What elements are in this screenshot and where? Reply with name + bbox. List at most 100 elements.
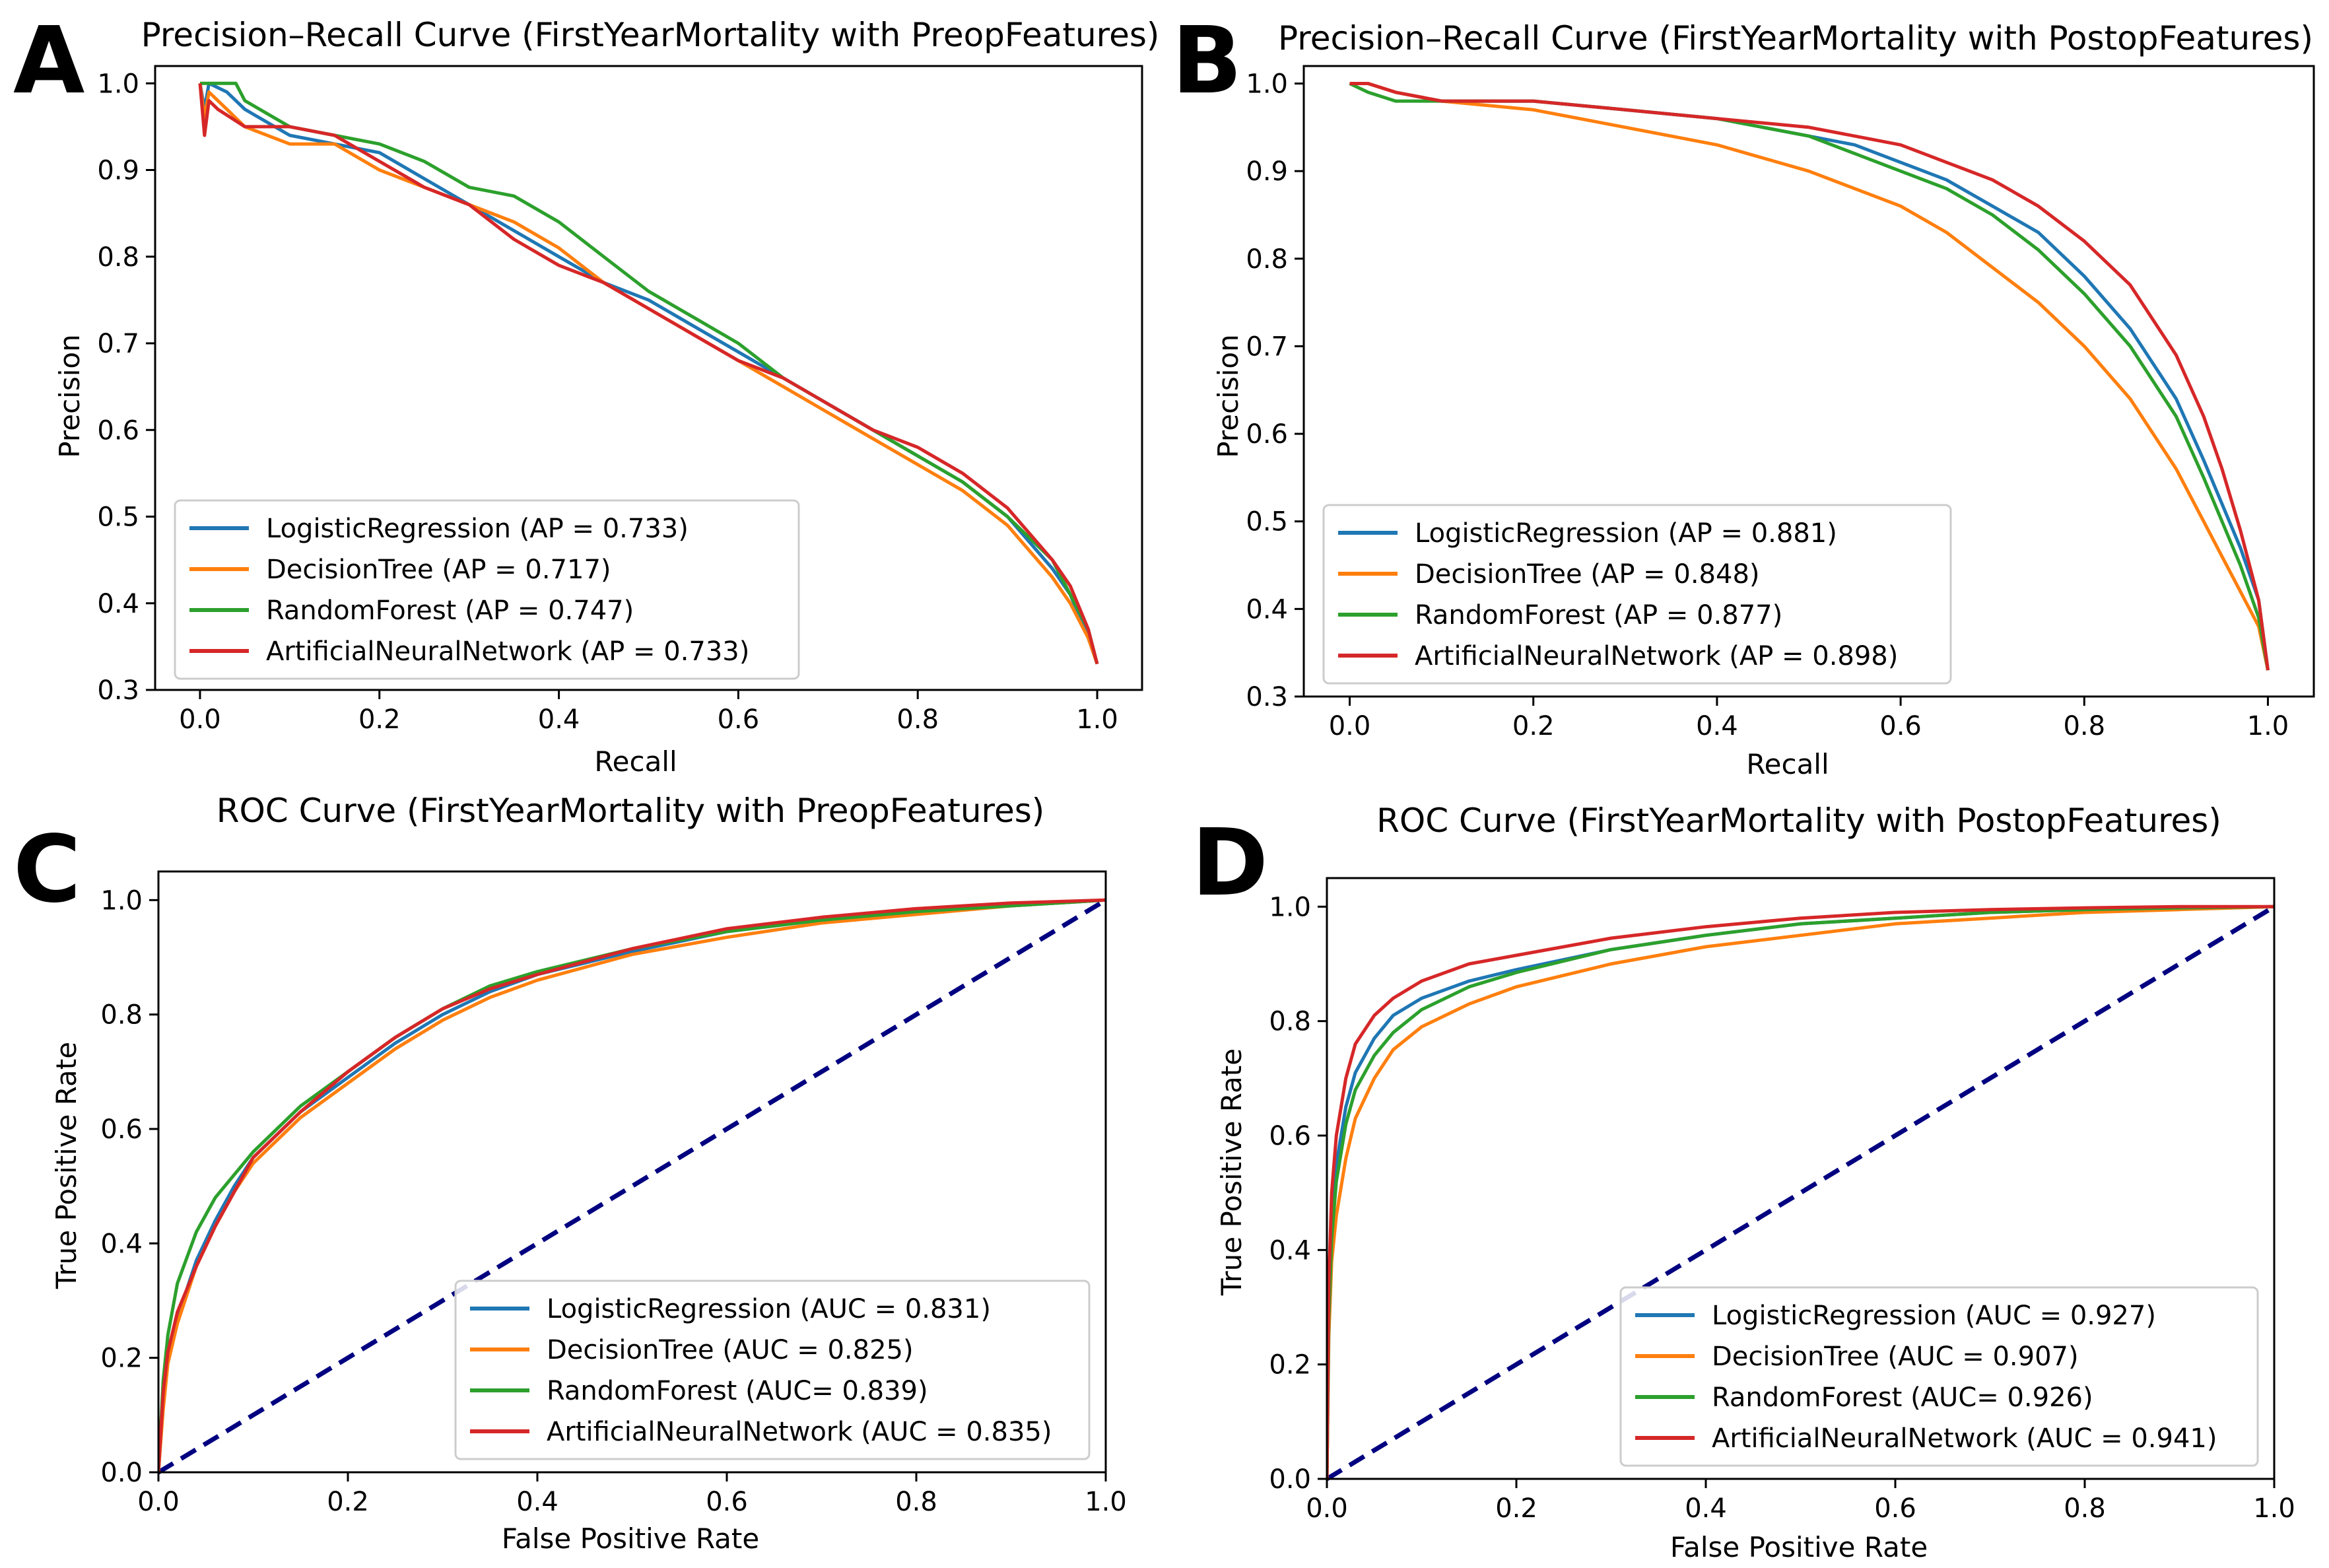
series-line-tree: [1349, 82, 2270, 671]
x-tick-label: 0.2: [327, 1487, 369, 1517]
y-tick-label: 0.2: [100, 1344, 143, 1374]
panel-letter-d: D: [1192, 809, 1268, 917]
legend-box: [454, 1279, 1091, 1460]
y-tick-label: 0.0: [1269, 1464, 1311, 1495]
panel-a-pr-preop: A Precision–Recall Curve (FirstYearMorta…: [13, 7, 1159, 778]
legend-entry-label: ArtificialNeuralNetwork (AP = 0.733): [266, 636, 749, 667]
y-tick-label: 0.8: [100, 1000, 143, 1031]
x-tick-label: 0.4: [1696, 711, 1738, 741]
y-tick-label: 0.5: [97, 502, 139, 533]
x-tick-label: 0.0: [179, 704, 221, 735]
legend-entry-label: LogisticRegression (AP = 0.881): [1415, 518, 1837, 549]
x-tick-label: 0.8: [2064, 1493, 2106, 1524]
y-axis-label: True Positive Rate: [1215, 1048, 1248, 1296]
axes-frame: [1302, 65, 2315, 698]
x-axis-label: Recall: [594, 745, 677, 778]
legend: LogisticRegression (AP = 0.733) DecisionT…: [174, 499, 800, 680]
series-line-ann: [158, 898, 1106, 1472]
series-line-ann: [198, 83, 1099, 665]
panel-letter-b: B: [1172, 7, 1242, 115]
legend-box: [1619, 1286, 2259, 1467]
panel-c-roc-preop: C ROC Curve (FirstYearMortality with Pre…: [13, 792, 1127, 1555]
y-tick-label: 0.0: [100, 1458, 143, 1488]
axes-frame: [1326, 877, 2276, 1480]
axes-frame: [157, 870, 1107, 1474]
y-tick-label: 0.7: [1246, 331, 1288, 362]
y-tick-label: 0.4: [1269, 1235, 1311, 1266]
y-tick-label: 0.3: [1246, 682, 1288, 712]
y-tick-label: 1.0: [1269, 892, 1311, 922]
legend-box: [1322, 504, 1952, 685]
legend-entry-label: RandomForest (AUC= 0.839): [547, 1376, 928, 1406]
y-tick-label: 0.6: [1246, 419, 1288, 450]
x-tick-label: 0.2: [358, 704, 401, 735]
plot-area: 0.0 0.2 0.4 0.6 0.8 1.0 0.0 0.2 0.4 0.6 0.8 1.0: [100, 870, 1127, 1517]
x-tick-label: 0.0: [1306, 1493, 1348, 1524]
y-axis-label: True Positive Rate: [50, 1042, 83, 1289]
x-tick-label: 0.6: [1874, 1493, 1916, 1524]
legend-box: [174, 499, 800, 680]
x-tick-label: 0.2: [1495, 1493, 1537, 1524]
chart-title: Precision–Recall Curve (FirstYearMortali…: [141, 16, 1160, 54]
y-tick-label: 0.8: [97, 242, 139, 273]
x-tick-label: 1.0: [2247, 711, 2289, 741]
y-axis-label: Precision: [53, 334, 86, 458]
y-tick-label: 0.5: [1246, 507, 1288, 537]
legend: LogisticRegression (AUC = 0.927) Decision…: [1619, 1286, 2259, 1467]
series-line-tree: [158, 898, 1106, 1472]
legend-entry-label: RandomForest (AP = 0.747): [266, 596, 634, 626]
x-tick-label: 0.6: [718, 704, 760, 735]
y-tick-label: 0.6: [97, 415, 139, 446]
x-tick-label: 0.4: [538, 704, 580, 735]
y-tick-label: 1.0: [100, 885, 143, 916]
x-axis-label: False Positive Rate: [502, 1522, 759, 1555]
y-tick-label: 1.0: [1246, 69, 1288, 100]
x-tick-label: 0.0: [137, 1487, 180, 1517]
y-tick-label: 0.9: [1246, 156, 1288, 187]
x-tick-label: 0.2: [1512, 711, 1555, 741]
y-tick-label: 0.8: [1269, 1007, 1311, 1037]
legend-entry-label: LogisticRegression (AUC = 0.927): [1712, 1301, 2156, 1331]
legend-entry-label: LogisticRegression (AUC = 0.831): [547, 1294, 991, 1324]
legend-entry-label: RandomForest (AUC= 0.926): [1712, 1382, 2093, 1413]
panel-d-roc-postop: D ROC Curve (FirstYearMortality with Pos…: [1192, 801, 2295, 1563]
y-tick-label: 0.8: [1246, 244, 1288, 275]
y-tick-label: 0.2: [1269, 1350, 1311, 1381]
legend-entry-label: ArtificialNeuralNetwork (AP = 0.898): [1415, 641, 1898, 671]
series-line-forest: [1327, 904, 2274, 1479]
plot-area: 0.0 0.2 0.4 0.6 0.8 1.0 0.3 0.4 0.5 0.6 0.7 0.8 0.9 1…: [97, 65, 1143, 735]
x-tick-label: 0.6: [706, 1487, 748, 1517]
x-tick-label: 1.0: [1076, 704, 1118, 735]
x-tick-label: 0.0: [1329, 711, 1371, 741]
legend: LogisticRegression (AUC = 0.831) Decision…: [454, 1279, 1091, 1460]
series-line-tree: [1327, 904, 2274, 1479]
y-tick-label: 0.4: [97, 589, 139, 619]
panel-b-pr-postop: B Precision–Recall Curve (FirstYearMorta…: [1172, 7, 2315, 780]
legend-entry-label: RandomForest (AP = 0.877): [1415, 600, 1782, 631]
y-tick-label: 0.3: [97, 675, 139, 706]
panel-letter-c: C: [13, 816, 81, 924]
legend-entry-label: ArtificialNeuralNetwork (AUC = 0.941): [1712, 1423, 2217, 1454]
y-tick-label: 0.4: [1246, 594, 1288, 625]
x-axis-label: Recall: [1746, 748, 1829, 780]
legend-entry-label: DecisionTree (AP = 0.848): [1415, 559, 1760, 590]
x-tick-label: 1.0: [2253, 1493, 2295, 1524]
x-tick-label: 0.8: [2063, 711, 2105, 741]
y-tick-label: 0.6: [1269, 1121, 1311, 1151]
panel-letter-a: A: [13, 7, 84, 115]
y-tick-label: 0.6: [100, 1114, 143, 1145]
x-tick-label: 0.8: [895, 1487, 937, 1517]
y-tick-label: 0.9: [97, 156, 139, 186]
x-tick-label: 0.8: [896, 704, 939, 735]
legend-entry-label: LogisticRegression (AP = 0.733): [266, 514, 689, 544]
x-tick-label: 0.4: [1685, 1493, 1727, 1524]
chart-title: Precision–Recall Curve (FirstYearMortali…: [1278, 19, 2313, 57]
x-axis-label: False Positive Rate: [1670, 1531, 1928, 1563]
chart-title: ROC Curve (FirstYearMortality with Preop…: [217, 792, 1045, 830]
legend-entry-label: DecisionTree (AUC = 0.825): [547, 1335, 914, 1365]
legend-entry-label: DecisionTree (AUC = 0.907): [1712, 1342, 2079, 1372]
legend: LogisticRegression (AP = 0.881) DecisionT…: [1322, 504, 1952, 685]
chart-title: ROC Curve (FirstYearMortality with Posto…: [1376, 801, 2221, 840]
y-tick-label: 1.0: [97, 69, 139, 99]
